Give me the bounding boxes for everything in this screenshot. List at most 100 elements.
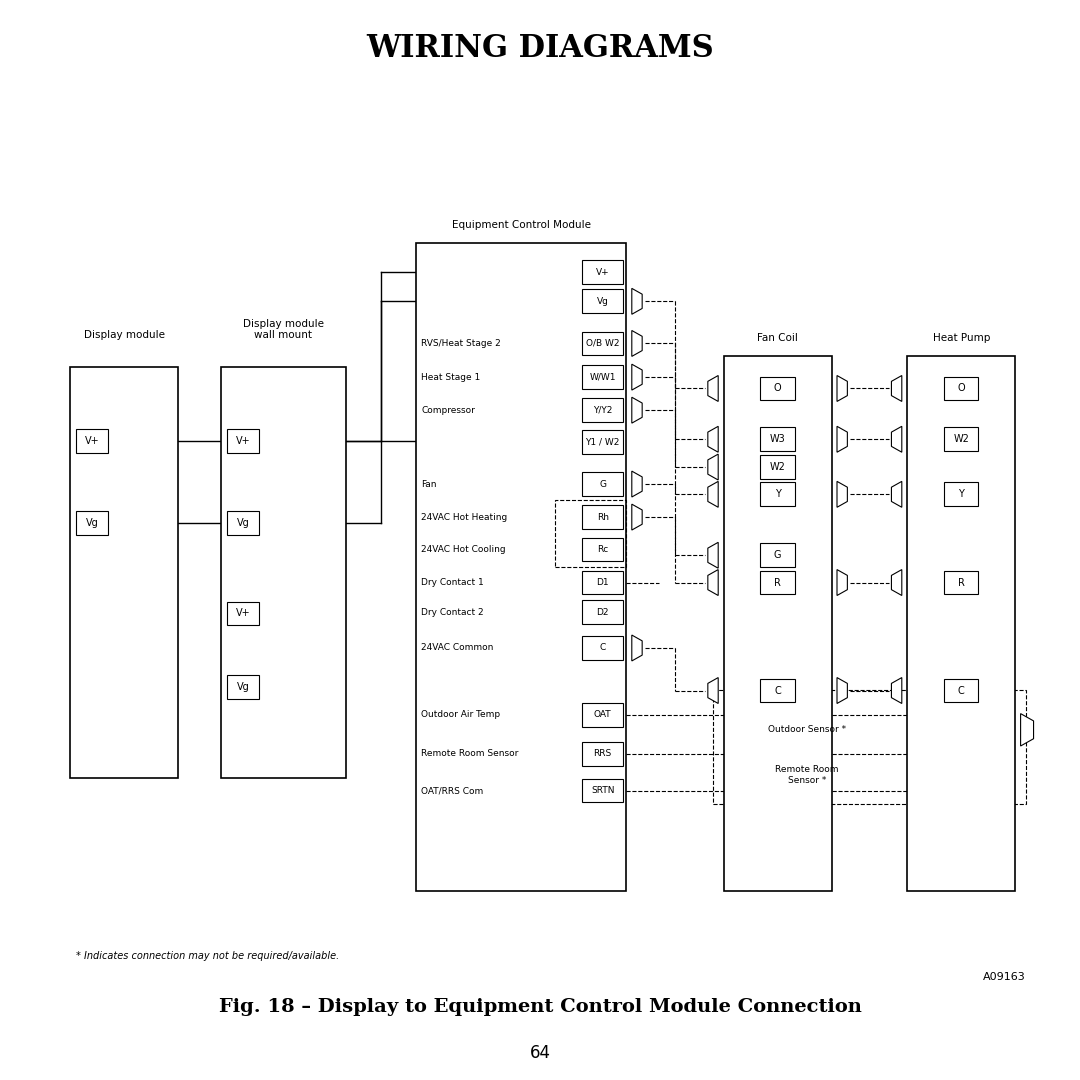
Text: V+: V+ <box>235 436 251 446</box>
Bar <box>582 289 623 313</box>
Text: RVS/Heat Stage 2: RVS/Heat Stage 2 <box>421 339 501 348</box>
Polygon shape <box>837 569 848 595</box>
Polygon shape <box>1021 714 1034 746</box>
Bar <box>76 511 108 535</box>
Bar <box>944 570 978 594</box>
Polygon shape <box>707 677 718 703</box>
Text: Compressor: Compressor <box>421 406 475 415</box>
Text: Outdoor Air Temp: Outdoor Air Temp <box>421 711 500 719</box>
Text: Vg: Vg <box>237 683 249 692</box>
Text: V+: V+ <box>235 608 251 619</box>
Text: Equipment Control Module: Equipment Control Module <box>451 220 591 230</box>
Text: Y/Y2: Y/Y2 <box>593 406 612 415</box>
Polygon shape <box>837 427 848 453</box>
Polygon shape <box>891 569 902 595</box>
Bar <box>227 429 259 453</box>
Text: Rc: Rc <box>597 545 608 554</box>
Text: D1: D1 <box>596 578 609 588</box>
Bar <box>760 483 795 507</box>
Text: 24VAC Hot Cooling: 24VAC Hot Cooling <box>421 545 505 554</box>
Bar <box>760 455 795 478</box>
Polygon shape <box>707 454 718 480</box>
Bar <box>582 703 623 727</box>
Text: Dry Contact 1: Dry Contact 1 <box>421 578 484 588</box>
Polygon shape <box>707 542 718 568</box>
Text: Fig. 18 – Display to Equipment Control Module Connection: Fig. 18 – Display to Equipment Control M… <box>218 998 862 1015</box>
Polygon shape <box>707 569 718 595</box>
Text: Vg: Vg <box>597 297 608 306</box>
Bar <box>582 399 623 422</box>
Text: R: R <box>958 578 964 588</box>
Polygon shape <box>891 427 902 453</box>
Text: Display module
wall mount: Display module wall mount <box>243 319 324 340</box>
Polygon shape <box>632 471 643 497</box>
Text: D2: D2 <box>596 608 609 617</box>
Bar <box>582 570 623 594</box>
Polygon shape <box>632 288 643 314</box>
Polygon shape <box>837 482 848 508</box>
Text: Display module: Display module <box>84 330 164 340</box>
Text: RRS: RRS <box>594 750 611 758</box>
Text: A09163: A09163 <box>983 972 1026 983</box>
Bar <box>724 356 832 891</box>
Text: Y: Y <box>958 489 964 499</box>
Text: W3: W3 <box>770 434 785 444</box>
Bar <box>582 332 623 355</box>
Text: Fan: Fan <box>421 480 436 488</box>
Text: Outdoor Sensor *: Outdoor Sensor * <box>768 726 846 734</box>
Bar <box>944 678 978 702</box>
Text: Heat Pump: Heat Pump <box>932 334 990 343</box>
Bar <box>760 678 795 702</box>
Text: Vg: Vg <box>237 518 249 528</box>
Bar <box>760 543 795 567</box>
Text: V+: V+ <box>84 436 99 446</box>
Bar <box>227 675 259 699</box>
Bar <box>582 430 623 454</box>
Text: W/W1: W/W1 <box>590 373 616 381</box>
Polygon shape <box>632 635 643 661</box>
Text: G: G <box>774 551 781 561</box>
Text: WIRING DIAGRAMS: WIRING DIAGRAMS <box>366 33 714 64</box>
Bar <box>416 243 626 891</box>
Text: Remote Room
Sensor *: Remote Room Sensor * <box>775 766 838 785</box>
Text: W2: W2 <box>954 434 969 444</box>
Text: Y: Y <box>774 489 781 499</box>
Polygon shape <box>837 677 848 703</box>
Text: Heat Stage 1: Heat Stage 1 <box>421 373 481 381</box>
Text: O: O <box>773 383 782 393</box>
Polygon shape <box>891 482 902 508</box>
Text: W2: W2 <box>770 462 785 472</box>
Polygon shape <box>632 397 643 423</box>
Text: O/B W2: O/B W2 <box>585 339 620 348</box>
Bar <box>582 636 623 660</box>
Bar <box>944 428 978 451</box>
Text: 24VAC Hot Heating: 24VAC Hot Heating <box>421 513 508 522</box>
Polygon shape <box>632 364 643 390</box>
Polygon shape <box>837 376 848 402</box>
Bar <box>760 428 795 451</box>
Text: Dry Contact 2: Dry Contact 2 <box>421 608 484 617</box>
Text: Y1 / W2: Y1 / W2 <box>585 437 620 446</box>
Bar <box>555 500 626 567</box>
Bar <box>582 600 623 624</box>
Text: OAT/RRS Com: OAT/RRS Com <box>421 786 484 795</box>
Text: O: O <box>957 383 966 393</box>
Bar <box>760 570 795 594</box>
Bar <box>944 483 978 507</box>
Text: C: C <box>774 686 781 696</box>
Bar <box>944 377 978 401</box>
Text: Fan Coil: Fan Coil <box>757 334 798 343</box>
Bar <box>582 472 623 496</box>
Polygon shape <box>707 482 718 508</box>
Bar <box>70 367 178 778</box>
Text: C: C <box>599 644 606 652</box>
Polygon shape <box>632 504 643 530</box>
Bar <box>582 742 623 766</box>
Text: C: C <box>958 686 964 696</box>
Polygon shape <box>891 677 902 703</box>
Polygon shape <box>891 376 902 402</box>
Bar <box>221 367 346 778</box>
Bar <box>582 505 623 529</box>
Text: * Indicates connection may not be required/available.: * Indicates connection may not be requir… <box>76 950 339 961</box>
Text: OAT: OAT <box>594 711 611 719</box>
